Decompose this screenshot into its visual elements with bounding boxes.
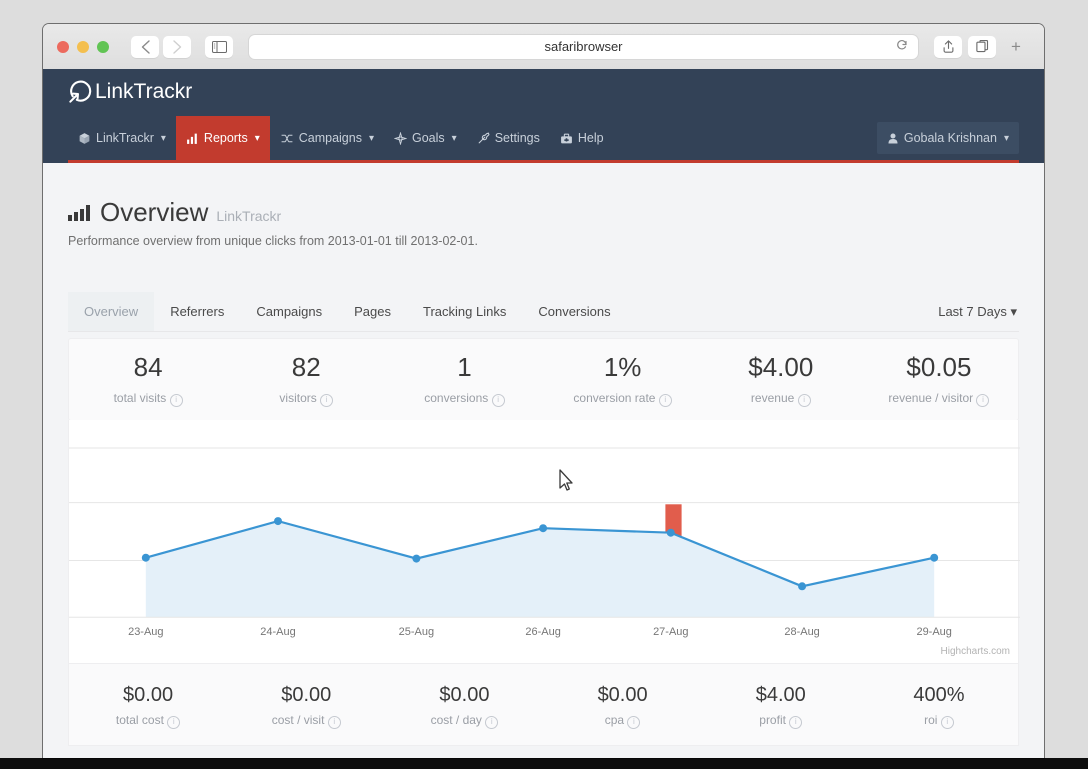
svg-text:29-Aug: 29-Aug (916, 626, 951, 638)
svg-text:25-Aug: 25-Aug (399, 626, 434, 638)
svg-text:23-Aug: 23-Aug (128, 626, 163, 638)
svg-text:24-Aug: 24-Aug (260, 626, 295, 638)
svg-text:26-Aug: 26-Aug (525, 626, 560, 638)
svg-text:27-Aug: 27-Aug (653, 626, 688, 638)
svg-text:28-Aug: 28-Aug (784, 626, 819, 638)
